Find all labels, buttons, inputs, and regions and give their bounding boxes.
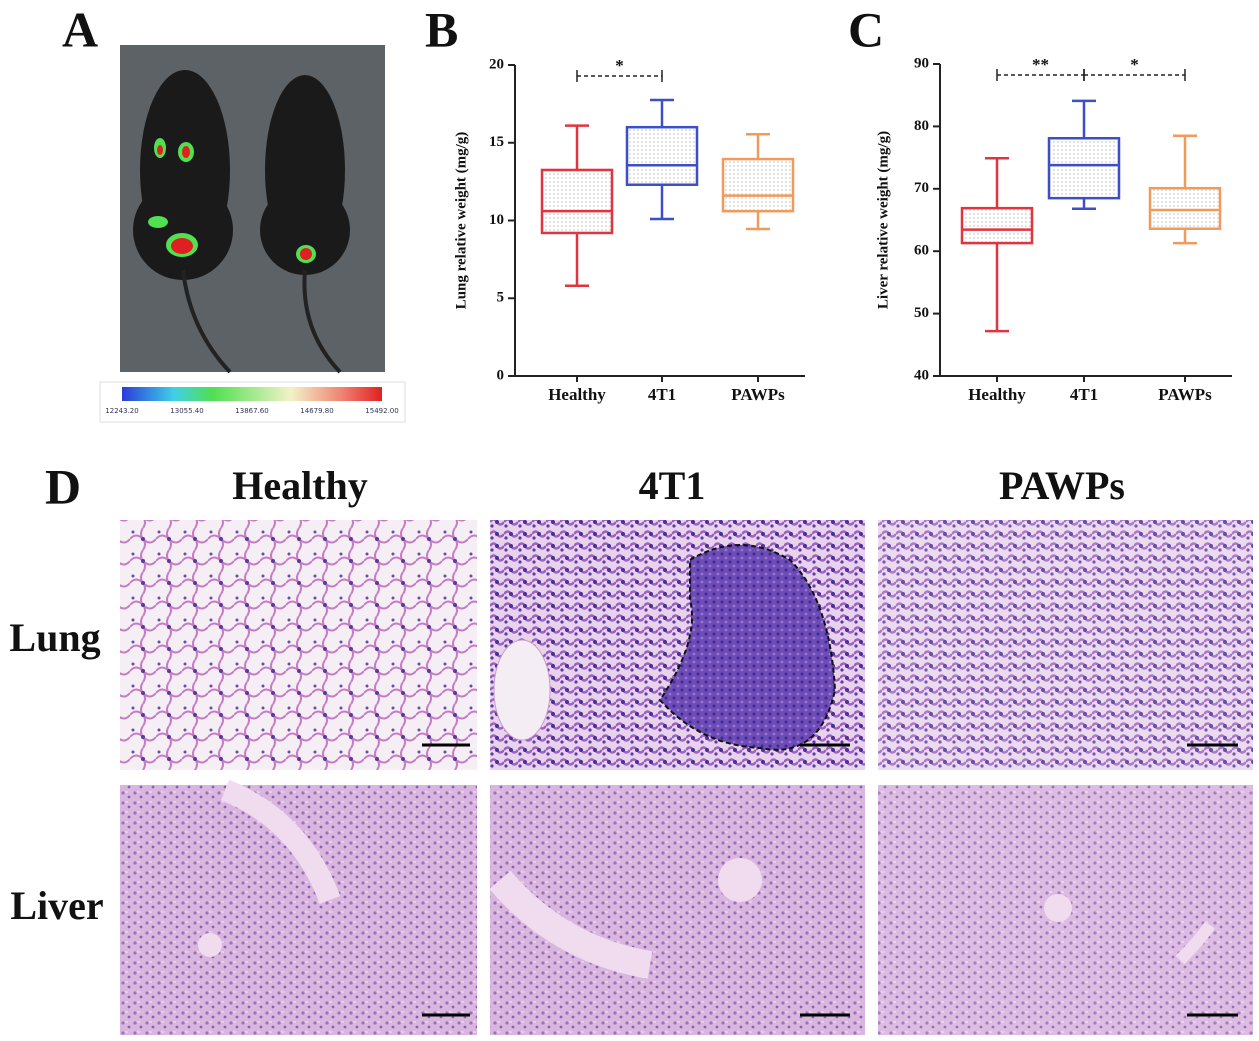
y-tick-label: 40 bbox=[914, 367, 929, 383]
column-label: Healthy bbox=[232, 463, 368, 508]
row-label: Lung bbox=[9, 615, 100, 660]
y-tick-label: 20 bbox=[489, 56, 504, 72]
box bbox=[960, 206, 1034, 245]
box bbox=[625, 125, 699, 186]
y-axis-label: Lung relative weight (mg/g) bbox=[453, 132, 469, 310]
x-tick-label: Healthy bbox=[968, 385, 1026, 404]
y-tick-label: 60 bbox=[914, 243, 929, 259]
panel-label: A bbox=[62, 1, 98, 57]
significance-label: * bbox=[1130, 55, 1139, 74]
y-axis-label: Liver relative weight (mg/g) bbox=[875, 131, 891, 309]
panel-label: B bbox=[425, 1, 458, 57]
y-tick-label: 15 bbox=[489, 134, 504, 150]
y-tick-label: 0 bbox=[497, 367, 505, 383]
panel-label: D bbox=[45, 458, 81, 514]
row-label: Liver bbox=[10, 883, 103, 928]
x-tick-label: 4T1 bbox=[1070, 385, 1098, 404]
x-tick-label: Healthy bbox=[548, 385, 606, 404]
x-tick-label: PAWPs bbox=[1158, 385, 1212, 404]
box bbox=[1047, 137, 1121, 200]
colorbar-tick-label: 15492.00 bbox=[365, 407, 398, 415]
box bbox=[1148, 186, 1222, 230]
colorbar-tick-label: 14679.80 bbox=[300, 407, 333, 415]
significance-label: * bbox=[615, 56, 624, 75]
histology-images bbox=[120, 520, 1253, 1035]
imaging bbox=[99, 45, 406, 423]
x-tick-label: 4T1 bbox=[648, 385, 676, 404]
column-label: PAWPs bbox=[999, 463, 1125, 508]
colorbar-tick-label: 12243.20 bbox=[105, 407, 138, 415]
x-tick-label: PAWPs bbox=[731, 385, 785, 404]
column-label: 4T1 bbox=[639, 463, 706, 508]
y-tick-label: 5 bbox=[497, 290, 505, 306]
y-tick-label: 10 bbox=[489, 212, 504, 228]
y-tick-label: 80 bbox=[914, 118, 929, 134]
box bbox=[540, 168, 614, 235]
significance-label: ** bbox=[1032, 55, 1049, 74]
colorbar-tick-label: 13055.40 bbox=[170, 407, 203, 415]
colorbar-tick-label: 13867.60 bbox=[235, 407, 268, 415]
y-tick-label: 50 bbox=[914, 305, 929, 321]
box bbox=[721, 157, 795, 213]
y-tick-label: 70 bbox=[914, 180, 929, 196]
y-tick-label: 90 bbox=[914, 55, 929, 71]
panel-label: C bbox=[848, 1, 884, 57]
